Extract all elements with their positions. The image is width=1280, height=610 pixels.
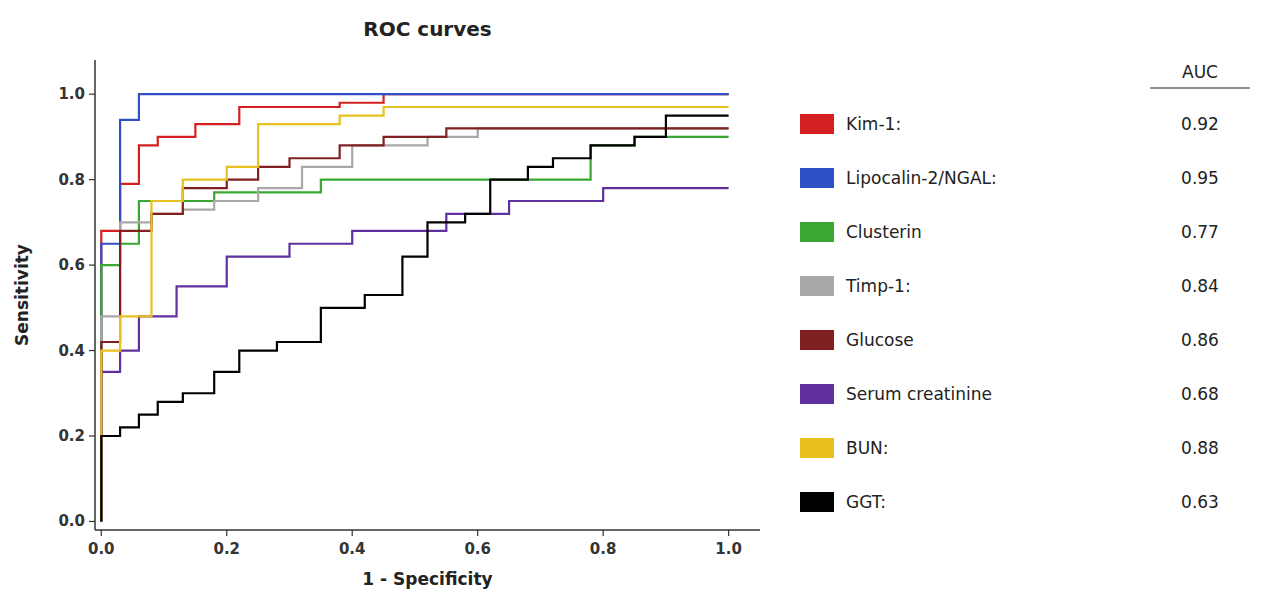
x-tick-label: 1.0 (715, 540, 742, 558)
legend-swatch (800, 168, 834, 188)
x-tick-label: 0.6 (464, 540, 491, 558)
x-tick (226, 530, 227, 536)
legend-swatch (800, 384, 834, 404)
y-tick (89, 94, 95, 95)
series-line (101, 94, 728, 521)
legend-label: BUN: (846, 438, 889, 458)
legend-swatch (800, 276, 834, 296)
y-tick (89, 264, 95, 265)
legend-auc: 0.92 (1181, 114, 1219, 134)
x-tick (352, 530, 353, 536)
legend-auc: 0.68 (1181, 384, 1219, 404)
legend-auc: 0.95 (1181, 168, 1219, 188)
x-tick-label: 0.4 (339, 540, 366, 558)
y-tick-label: 0.8 (58, 171, 85, 189)
legend-label: Kim-1: (846, 114, 901, 134)
legend-label: Glucose (846, 330, 914, 350)
legend-label: Lipocalin-2/NGAL: (846, 168, 997, 188)
legend-swatch (800, 330, 834, 350)
legend-swatch (800, 114, 834, 134)
y-axis-label: Sensitivity (12, 244, 32, 346)
legend-title-underline (1150, 87, 1250, 88)
y-tick-label: 0.4 (58, 342, 85, 360)
series-lines (101, 94, 728, 521)
x-axis-line (95, 529, 760, 531)
y-tick-label: 0.0 (58, 512, 85, 530)
legend-label: GGT: (846, 492, 886, 512)
x-tick (477, 530, 478, 536)
series-line (101, 116, 728, 522)
x-tick-label: 0.2 (213, 540, 240, 558)
series-line (101, 128, 728, 521)
series-line (101, 188, 728, 521)
y-tick-label: 0.6 (58, 256, 85, 274)
x-tick (728, 530, 729, 536)
y-tick (89, 435, 95, 436)
series-line (101, 94, 728, 521)
y-tick-label: 1.0 (58, 85, 85, 103)
chart: ROC curves1 - SpecificitySensitivity0.00… (0, 0, 1280, 610)
x-tick (101, 530, 102, 536)
x-tick-label: 0.0 (88, 540, 115, 558)
legend-swatch (800, 492, 834, 512)
legend-auc: 0.86 (1181, 330, 1219, 350)
x-tick-label: 0.8 (590, 540, 617, 558)
series-line (101, 137, 728, 522)
legend: AUC Kim-1: 0.92 Lipocalin-2/NGAL: 0.95 Cluste… (800, 62, 1250, 512)
legend-auc: 0.77 (1181, 222, 1219, 242)
legend-swatch (800, 438, 834, 458)
x-axis-label: 1 - Specificity (362, 569, 492, 589)
legend-auc: 0.63 (1181, 492, 1219, 512)
legend-label: Serum creatinine (846, 384, 992, 404)
legend-label: Timp-1: (845, 276, 911, 296)
legend-auc: 0.88 (1181, 438, 1219, 458)
y-tick (89, 521, 95, 522)
legend-title: AUC (1182, 62, 1218, 82)
series-line (101, 107, 728, 521)
series-line (101, 128, 728, 521)
legend-swatch (800, 222, 834, 242)
x-tick (603, 530, 604, 536)
y-tick (89, 179, 95, 180)
y-tick-label: 0.2 (58, 427, 85, 445)
y-tick (89, 350, 95, 351)
title: ROC curves (363, 17, 492, 41)
legend-auc: 0.84 (1181, 276, 1219, 296)
legend-label: Clusterin (846, 222, 922, 242)
y-axis-line (94, 60, 96, 530)
